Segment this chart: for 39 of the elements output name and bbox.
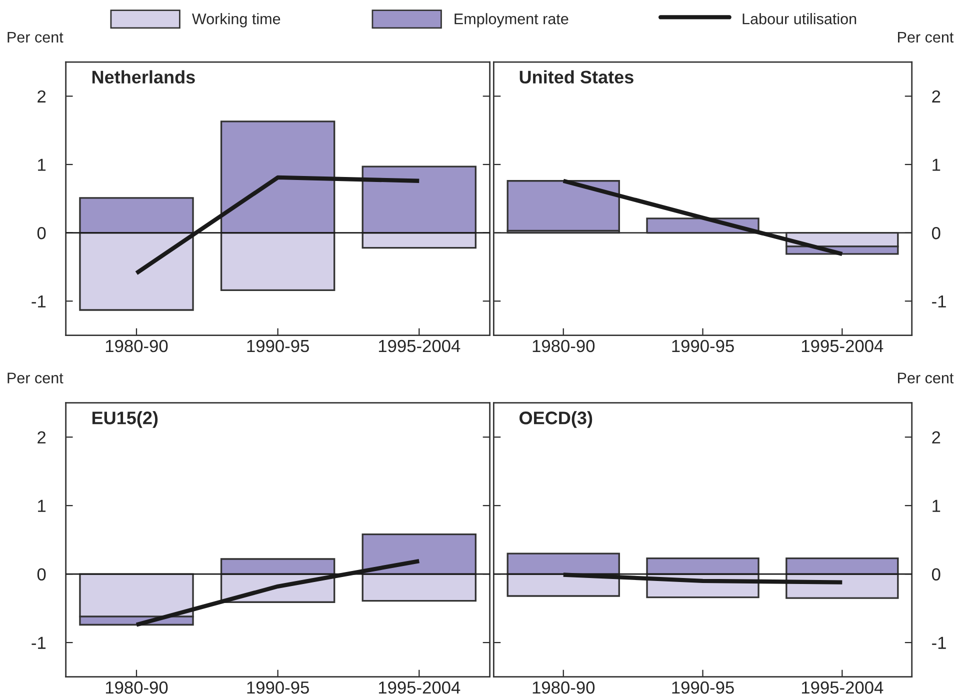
chart-title: EU15(2) [92, 411, 158, 428]
x-tick-label: 1980-90 [106, 340, 168, 352]
x-tick-label: 1995-2004 [802, 340, 884, 352]
y-axis-title: Per cent [8, 372, 64, 384]
x-tick-label: 1990-95 [247, 681, 309, 694]
y-tick-label: -1 [32, 295, 46, 308]
y-tick-label: 1 [932, 158, 940, 171]
y-tick-label: -1 [932, 636, 946, 649]
chart-title: Netherlands [92, 70, 195, 84]
chart-title: United States [520, 70, 634, 84]
x-tick-label: 1995-2004 [378, 681, 460, 694]
y-axis-title: Per cent [898, 32, 954, 43]
y-tick-label: 2 [932, 431, 940, 444]
x-tick-label: 1980-90 [106, 681, 168, 694]
y-axis-title: Per cent [8, 32, 64, 43]
y-tick-label: -1 [32, 636, 46, 649]
x-tick-label: 1980-90 [532, 681, 595, 694]
x-tick-label: 1980-90 [532, 340, 595, 352]
x-tick-label: 1990-95 [247, 340, 309, 352]
y-tick-label: 1 [38, 500, 46, 512]
y-tick-label: 0 [932, 226, 940, 240]
y-tick-label: 2 [932, 90, 940, 102]
x-tick-label: 1990-95 [672, 681, 734, 694]
y-axis-title: Per cent [898, 372, 954, 384]
chart-title: OECD(3) [520, 411, 592, 428]
y-tick-label: 0 [37, 226, 46, 240]
y-tick-label: 1 [932, 500, 940, 512]
legend-label: Labour utilisation [742, 13, 856, 24]
x-tick-label: 1995-2004 [802, 681, 884, 694]
legend-label: Employment rate [454, 13, 568, 28]
y-tick-label: 2 [38, 431, 46, 444]
x-tick-label: 1990-95 [672, 340, 734, 352]
y-tick-label: 1 [38, 158, 46, 171]
y-tick-label: 0 [932, 568, 940, 581]
x-tick-label: 1995-2004 [378, 340, 460, 352]
legend-label: Working time [192, 13, 280, 28]
y-tick-label: -1 [932, 295, 946, 308]
y-tick-label: 0 [37, 568, 46, 581]
y-tick-label: 2 [38, 90, 46, 102]
